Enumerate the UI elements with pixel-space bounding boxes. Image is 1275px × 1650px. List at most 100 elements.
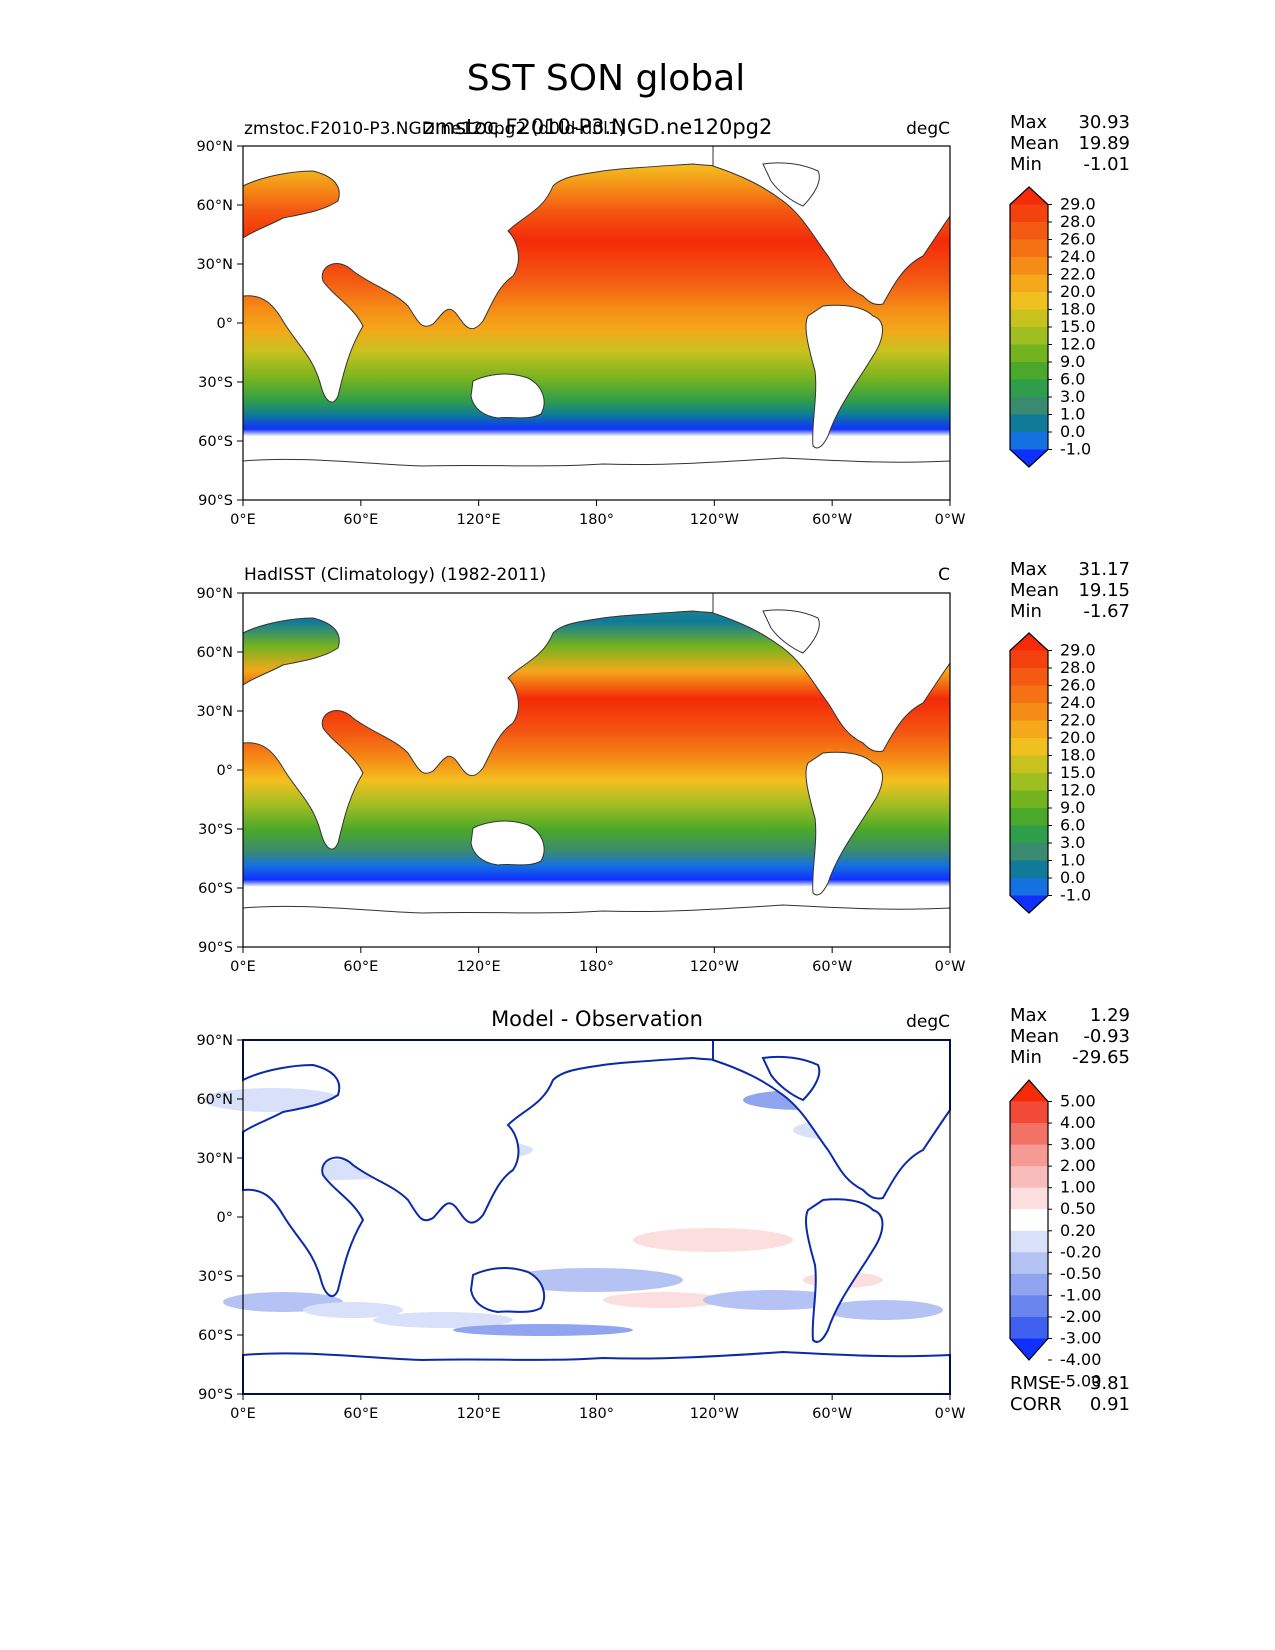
- colorbar-segment: [1010, 1273, 1048, 1296]
- land-shape: [805, 1198, 884, 1343]
- colorbar-extend-bottom: [1010, 449, 1048, 467]
- land-shape: [242, 592, 744, 850]
- anomaly-patch: [603, 1292, 723, 1308]
- colorbar-segment: [1010, 878, 1048, 896]
- stat-value: 19.89: [1078, 133, 1130, 154]
- y-tick-label: 90°S: [198, 940, 233, 956]
- stat-label: Min: [1010, 154, 1042, 175]
- panel-obs-map: [242, 592, 951, 948]
- land-shape: [469, 1267, 546, 1314]
- x-tick-label: 0°W: [935, 1406, 966, 1422]
- colorbar-label: 4.00: [1060, 1113, 1096, 1132]
- colorbar-label: 0.20: [1060, 1221, 1096, 1240]
- colorbar-label: 0.50: [1060, 1199, 1096, 1218]
- x-tick-label: 180°: [579, 959, 614, 975]
- x-tick-label: 120°E: [457, 1406, 501, 1422]
- metric-value: 0.91: [1090, 1394, 1130, 1415]
- colorbar-segment: [1010, 309, 1048, 328]
- x-tick-label: 120°W: [690, 1406, 739, 1422]
- colorbar-label: 3.00: [1060, 1135, 1096, 1154]
- colorbar-label: 20.0: [1060, 282, 1096, 301]
- colorbar-segment: [1010, 204, 1048, 223]
- colorbar-label: 22.0: [1060, 265, 1096, 284]
- anomaly-patch: [703, 1290, 843, 1310]
- stat-value: -29.65: [1072, 1047, 1130, 1068]
- colorbar-segment: [1010, 1123, 1048, 1146]
- panel-0-annotations: Max 30.93 Mean 19.89 Min -1.01 29.028.026.024.…: [1009, 112, 1130, 468]
- land-mask: [242, 592, 951, 948]
- x-tick-label: 60°W: [812, 512, 852, 528]
- x-tick-label: 120°E: [457, 512, 501, 528]
- metric-label: RMSE: [1010, 1373, 1061, 1394]
- colorbar-segment: [1010, 808, 1048, 826]
- y-tick-label: 90°N: [196, 586, 233, 602]
- x-tick-label: 180°: [579, 1406, 614, 1422]
- x-tick-label: 60°E: [343, 512, 378, 528]
- x-tick-label: 60°E: [343, 1406, 378, 1422]
- colorbar-segment: [1010, 773, 1048, 791]
- stat-label: Min: [1010, 601, 1042, 622]
- colorbar-label: -3.00: [1060, 1328, 1101, 1347]
- colorbar-label: 0.0: [1060, 868, 1085, 887]
- colorbar-segment: [1010, 292, 1048, 310]
- land-shape: [805, 751, 883, 896]
- anomaly-patch: [453, 1324, 633, 1336]
- y-tick-label: 60°N: [196, 645, 233, 661]
- stat-value: -1.01: [1083, 154, 1130, 175]
- y-tick-label: 90°S: [198, 493, 233, 509]
- colorbar-label: -1.0: [1060, 886, 1091, 905]
- y-tick-label: 30°N: [196, 704, 233, 720]
- colorbar-label: 9.0: [1060, 798, 1085, 817]
- anomaly-patch: [503, 1268, 683, 1292]
- colorbar-segment: [1010, 414, 1048, 433]
- stat-value: -1.67: [1083, 601, 1130, 622]
- colorbar-label: 6.0: [1060, 816, 1085, 835]
- land-shape: [712, 1039, 951, 1200]
- colorbar-label: 26.0: [1060, 676, 1096, 695]
- y-tick-label: 30°S: [198, 822, 233, 838]
- y-tick-label: 90°N: [196, 1033, 233, 1049]
- y-tick-label: 60°S: [198, 434, 233, 450]
- land-shape: [762, 162, 820, 207]
- colorbar-segment: [1010, 860, 1048, 879]
- metric-label: CORR: [1010, 1394, 1062, 1415]
- colorbar-segment: [1010, 257, 1048, 275]
- y-tick-label: 30°S: [198, 1269, 233, 1285]
- anomaly-patch: [633, 1228, 793, 1252]
- y-tick-label: 60°S: [198, 1328, 233, 1344]
- panel-diff-units: degC: [906, 1012, 950, 1032]
- colorbar-label: 2.00: [1060, 1156, 1096, 1175]
- panel-model-axes: 0°E 60°E 120°E 180° 120°W 60°W 0°W 90°N 60°N 30°N…: [196, 139, 965, 528]
- colorbar-label: 0.0: [1060, 422, 1085, 441]
- stat-label: Mean: [1010, 1026, 1059, 1047]
- stat-label: Max: [1010, 1005, 1048, 1026]
- anomaly-patch: [823, 1300, 943, 1320]
- x-tick-label: 60°W: [812, 959, 852, 975]
- colorbar-label: 3.0: [1060, 387, 1085, 406]
- land-shape: [242, 145, 744, 403]
- land-mask: [242, 145, 951, 501]
- colorbar-segment: [1010, 1166, 1048, 1189]
- colorbar-segment: [1010, 379, 1048, 398]
- colorbar: 5.00 4.00 3.00 2.00 1.00 0.50 0.20 -0.20 -0.50 -1…: [1009, 1079, 1101, 1391]
- colorbar-label: 15.0: [1060, 763, 1096, 782]
- colorbar-segment: [1010, 397, 1048, 415]
- colorbar-segment: [1010, 222, 1048, 240]
- land-shape: [712, 592, 951, 752]
- x-tick-label: 60°E: [343, 959, 378, 975]
- panel-obs-units: C: [938, 565, 950, 585]
- anomaly-patch: [303, 1302, 403, 1318]
- colorbar-label: -2.00: [1060, 1307, 1101, 1326]
- stat-label: Min: [1010, 1047, 1042, 1068]
- stat-label: Mean: [1010, 580, 1059, 601]
- colorbar-label: 1.00: [1060, 1178, 1096, 1197]
- colorbar-segment: [1010, 755, 1048, 774]
- colorbar-segment: [1010, 650, 1048, 669]
- colorbar-segment: [1010, 720, 1048, 739]
- panel-model-map: [242, 145, 951, 501]
- x-tick-label: 120°W: [690, 512, 739, 528]
- x-tick-label: 0°E: [230, 512, 256, 528]
- land-shape: [242, 1039, 744, 1298]
- colorbar-label: 18.0: [1060, 300, 1096, 319]
